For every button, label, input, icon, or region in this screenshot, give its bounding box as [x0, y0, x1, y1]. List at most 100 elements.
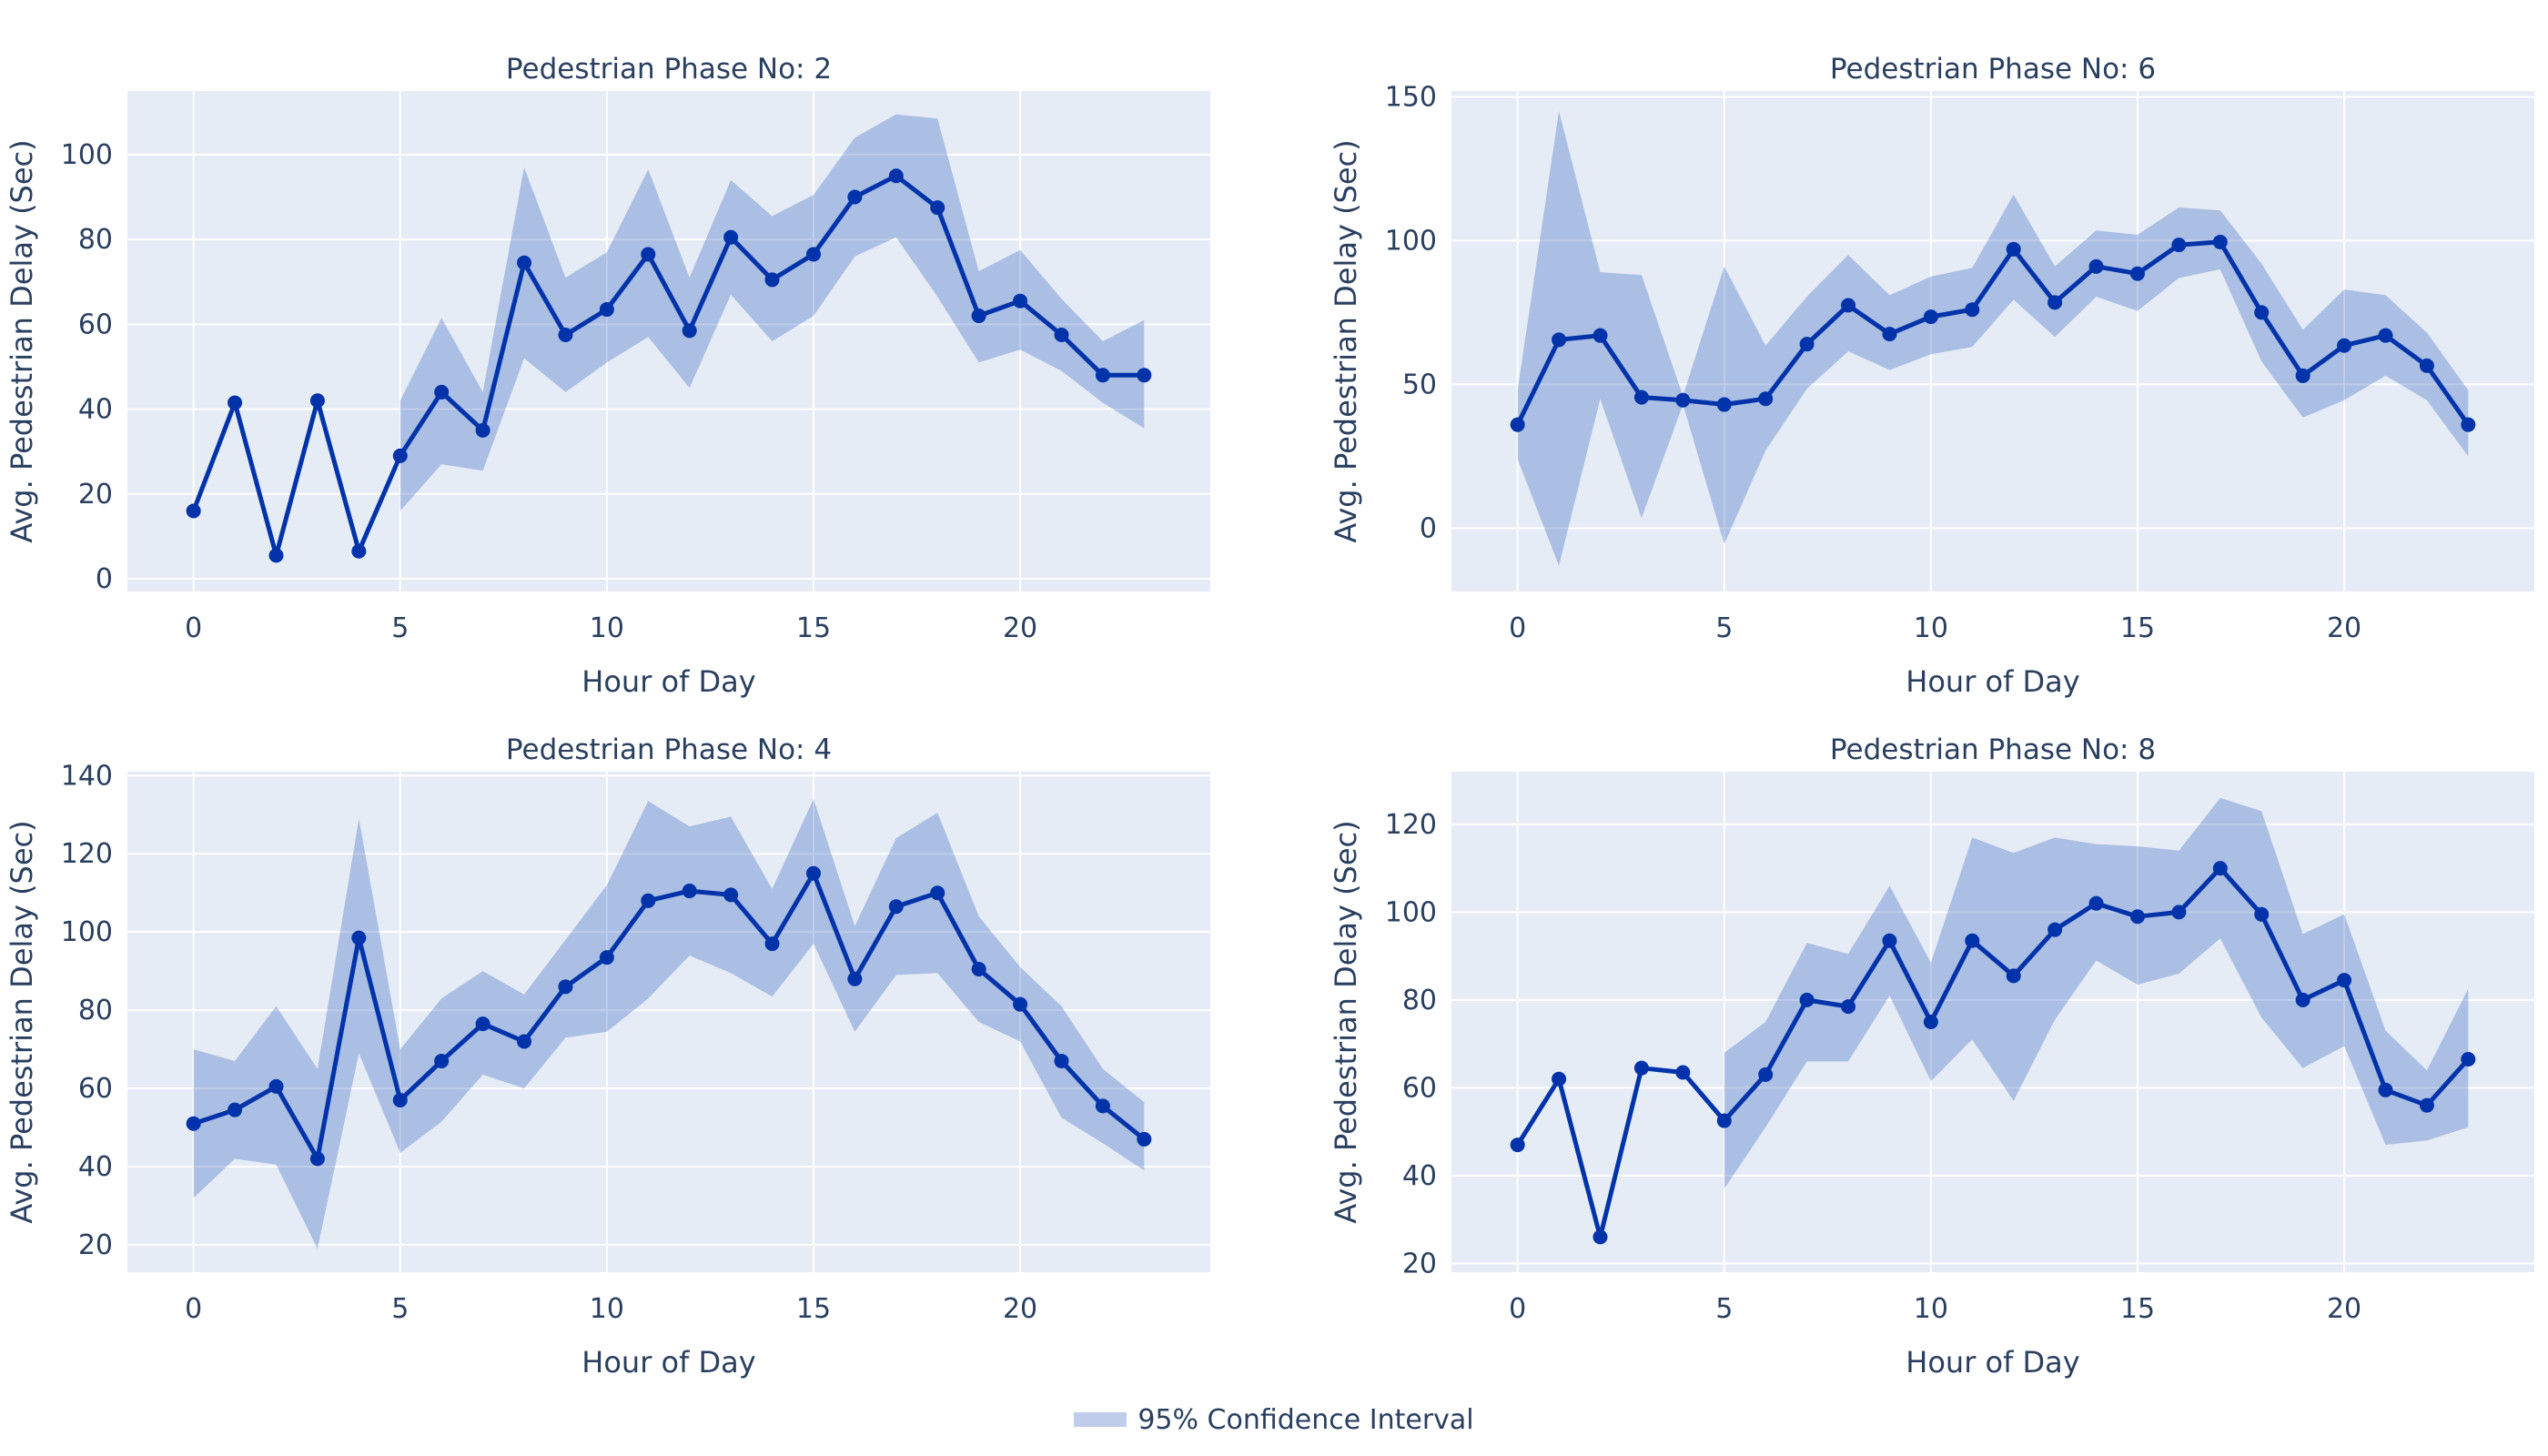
legend-label: 95% Confidence Interval: [1138, 1403, 1474, 1436]
y-tick-label: 20: [78, 479, 113, 511]
x-tick-label: 20: [1003, 1293, 1037, 1325]
data-point: [1013, 996, 1028, 1012]
data-point: [351, 930, 367, 945]
data-point: [2295, 992, 2310, 1007]
y-tick-label: 120: [1385, 809, 1437, 841]
y-tick-label: 80: [78, 995, 113, 1026]
data-point: [682, 884, 697, 899]
x-tick-label: 10: [1914, 1293, 1948, 1325]
y-tick-label: 20: [78, 1229, 113, 1261]
y-tick-label: 40: [78, 394, 113, 426]
x-tick-label: 5: [1715, 1293, 1733, 1325]
data-point: [1841, 298, 1856, 313]
data-point: [1552, 332, 1567, 348]
y-tick-label: 100: [1385, 225, 1437, 257]
data-point: [1633, 389, 1649, 405]
data-point: [517, 255, 532, 270]
chart-panel-4: 0 5 10 15 20 20 40 60 80 100 120 Pedestrian Phase N…: [1329, 733, 2534, 1380]
data-point: [1841, 999, 1856, 1015]
chart-title: Pedestrian Phase No: 4: [506, 733, 832, 766]
plot-area-4: [1451, 772, 2534, 1272]
data-point: [1592, 1229, 1608, 1245]
data-point: [1882, 933, 1897, 948]
confidence-band: [1724, 797, 2469, 1189]
y-tick-label: 80: [1402, 985, 1437, 1016]
chart-panel-1: 0 5 10 15 20 0 20 40 60 80 100 Pedestrian Phase No:…: [5, 53, 1210, 699]
data-point: [2006, 241, 2021, 257]
data-point: [971, 961, 986, 976]
data-point: [1923, 309, 1938, 325]
plot-area-3: [127, 772, 1210, 1272]
data-point: [1633, 1060, 1649, 1076]
data-point: [2254, 305, 2270, 320]
legend[interactable]: 95% Confidence Interval: [0, 1401, 2548, 1438]
x-tick-label: 10: [590, 612, 624, 644]
data-point: [930, 885, 945, 901]
x-axis-label: Hour of Day: [581, 664, 755, 699]
plot-area-1: [127, 91, 1210, 592]
data-point: [805, 865, 821, 881]
x-tick-label: 15: [796, 612, 831, 644]
data-point: [351, 543, 367, 559]
data-point: [268, 548, 284, 563]
x-tick-label: 15: [2120, 612, 2155, 644]
x-tick-label: 20: [1003, 612, 1037, 644]
data-point: [2419, 1097, 2434, 1113]
data-point: [682, 323, 697, 339]
data-point: [434, 1053, 450, 1068]
data-point: [475, 422, 490, 438]
x-axis-label: Hour of Day: [1906, 664, 2079, 699]
x-tick-label: 0: [1509, 1293, 1526, 1325]
data-point: [805, 247, 821, 262]
data-point: [723, 887, 739, 903]
y-tick-label: 60: [78, 1073, 113, 1105]
y-axis-label: Avg. Pedestrian Delay (Sec): [1329, 139, 1363, 542]
data-point: [1965, 302, 1980, 318]
data-point: [1799, 337, 1815, 352]
y-tick-label: 80: [78, 224, 113, 256]
series-line: [191, 173, 1145, 558]
x-tick-label: 15: [2120, 1293, 2155, 1325]
chart-panel-3: 0 5 10 15 20 20 40 60 80 100 120 140 Pedestrian Phas…: [5, 733, 1210, 1380]
data-point: [1965, 933, 1980, 948]
data-point: [1882, 327, 1897, 342]
data-point: [1799, 992, 1815, 1007]
x-tick-label: 20: [2327, 1293, 2361, 1325]
data-point: [1137, 368, 1152, 383]
data-point: [2295, 368, 2310, 383]
data-point: [1716, 1113, 1732, 1128]
data-point: [1675, 1065, 1691, 1080]
y-tick-label: 0: [96, 563, 113, 595]
data-point: [764, 936, 780, 952]
data-point: [2419, 358, 2434, 373]
x-tick-label: 15: [796, 1293, 831, 1325]
confidence-band: [399, 114, 1145, 511]
x-axis-label: Hour of Day: [581, 1345, 755, 1380]
y-axis-label: Avg. Pedestrian Delay (Sec): [1329, 820, 1363, 1223]
data-point: [1552, 1071, 1567, 1087]
data-point: [2212, 234, 2228, 249]
data-point: [599, 950, 614, 966]
data-point: [1095, 1098, 1110, 1114]
data-point: [2212, 861, 2228, 876]
data-point: [228, 1102, 243, 1117]
y-tick-label: 50: [1402, 369, 1437, 400]
data-point: [2088, 258, 2104, 274]
data-point: [2048, 295, 2063, 310]
data-point: [2088, 895, 2104, 911]
chart-panel-2: 0 5 10 15 20 0 50 100 150 Pedestrian Phase No: 6 H…: [1329, 53, 2534, 699]
y-tick-label: 100: [61, 916, 113, 948]
y-tick-label: 40: [1402, 1160, 1437, 1192]
y-tick-label: 60: [78, 308, 113, 340]
data-point: [2254, 906, 2270, 922]
x-tick-label: 0: [185, 1293, 202, 1325]
data-point: [599, 302, 614, 318]
data-point: [309, 393, 325, 409]
chart-title: Pedestrian Phase No: 2: [506, 53, 832, 86]
y-tick-label: 100: [1385, 896, 1437, 928]
data-point: [558, 979, 573, 995]
data-point: [641, 247, 656, 262]
data-point: [764, 272, 780, 288]
data-point: [434, 384, 450, 399]
y-tick-label: 120: [61, 838, 113, 870]
